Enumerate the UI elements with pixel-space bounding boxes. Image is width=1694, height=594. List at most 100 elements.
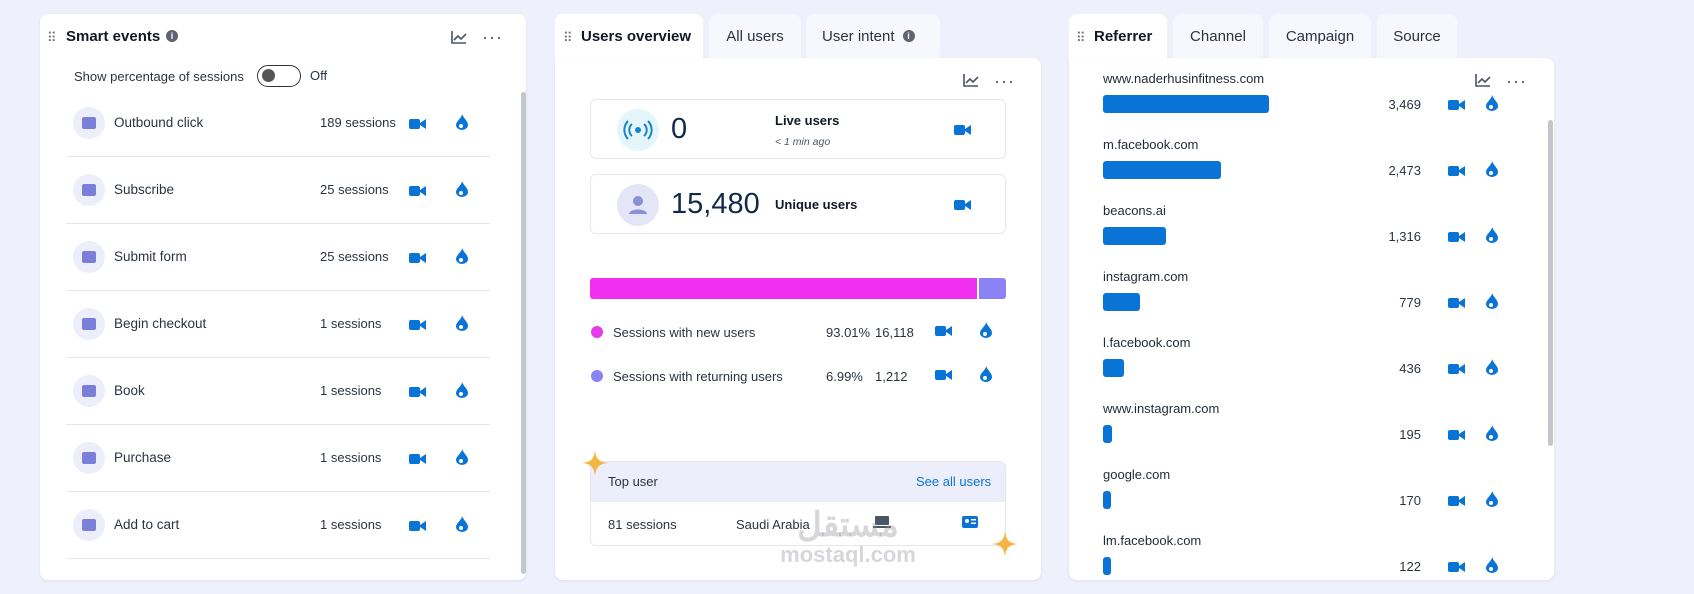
video-camera-icon[interactable] [1448,164,1465,176]
see-all-users-link[interactable]: See all users [916,474,992,489]
event-row[interactable]: Book 1 sessions [66,358,490,425]
video-camera-icon[interactable] [409,519,426,531]
percentage-toggle[interactable] [257,65,301,87]
more-options-icon[interactable]: ··· [994,71,1015,91]
heatmap-icon[interactable] [456,181,468,197]
video-camera-icon[interactable] [935,325,952,337]
event-icon [73,442,105,474]
referrer-bar [1103,95,1269,113]
event-count: 25 sessions [320,249,389,264]
event-row[interactable]: Subscribe 25 sessions [66,157,490,224]
laptop-icon [873,516,891,528]
tab-campaign[interactable]: Campaign [1269,14,1371,58]
video-camera-icon[interactable] [1448,560,1465,572]
event-row[interactable]: Purchase 1 sessions [66,425,490,492]
heatmap-icon[interactable] [456,114,468,130]
video-camera-icon[interactable] [1448,230,1465,242]
more-options-icon[interactable]: ··· [482,27,503,47]
referrer-value: 170 [1399,493,1421,508]
tab-referrer[interactable] [1069,14,1167,60]
referrer-name: www.instagram.com [1103,401,1220,416]
video-camera-icon[interactable] [409,318,426,330]
top-user-country: Saudi Arabia [736,517,810,532]
heatmap-icon[interactable] [1486,293,1498,309]
drag-handle-icon[interactable]: ⠿ [563,30,572,45]
heatmap-icon[interactable] [980,322,992,338]
video-camera-icon[interactable] [409,452,426,464]
heatmap-icon[interactable] [980,366,992,382]
heatmap-icon[interactable] [1486,557,1498,573]
scrollbar[interactable] [1548,120,1553,446]
video-camera-icon[interactable] [1448,428,1465,440]
chart-trend-icon[interactable] [963,73,979,87]
returning-users-dot [591,370,603,382]
tab-source[interactable]: Source [1377,14,1457,58]
event-count: 1 sessions [320,450,382,465]
video-camera-icon[interactable] [954,199,971,211]
event-icon [73,241,105,273]
referrer-name: www.naderhusinfitness.com [1103,71,1265,86]
drag-handle-icon[interactable]: ⠿ [1076,30,1085,45]
chart-trend-icon[interactable] [451,30,467,44]
heatmap-icon[interactable] [456,315,468,331]
video-camera-icon[interactable] [409,117,426,129]
video-camera-icon[interactable] [1448,98,1465,110]
referrer-value: 436 [1399,361,1421,376]
info-icon[interactable]: i [902,30,915,42]
referrer-value: 3,469 [1388,97,1421,112]
video-camera-icon[interactable] [935,369,952,381]
heatmap-icon[interactable] [456,449,468,465]
scrollbar[interactable] [521,92,526,574]
tab-all-users[interactable]: All users [709,14,801,58]
heatmap-icon[interactable] [1486,161,1498,177]
video-camera-icon[interactable] [409,385,426,397]
video-camera-icon[interactable] [1448,494,1465,506]
video-camera-icon[interactable] [409,251,426,263]
heatmap-icon[interactable] [456,516,468,532]
top-user-sessions: 81 sessions [608,517,677,532]
referrer-name: beacons.ai [1103,203,1166,218]
user-card-icon[interactable] [962,516,978,528]
event-row[interactable]: Submit form 25 sessions [66,224,490,291]
event-row[interactable]: Outbound click 189 sessions [66,90,490,157]
video-camera-icon[interactable] [1448,362,1465,374]
video-camera-icon[interactable] [954,124,971,136]
heatmap-icon[interactable] [1486,425,1498,441]
returning-users-count: 1,212 [875,369,908,384]
event-count: 1 sessions [320,316,382,331]
new-users-count: 16,118 [875,325,914,340]
heatmap-icon[interactable] [456,248,468,264]
referrer-bar [1103,227,1166,245]
video-camera-icon[interactable] [409,184,426,196]
referrer-bar [1103,425,1112,443]
live-users-box: 0 Live users < 1 min ago [590,99,1006,159]
drag-handle-icon[interactable]: ⠿ [47,30,56,45]
referrer-name: m.facebook.com [1103,137,1199,152]
referrer-bar [1103,161,1221,179]
sessions-split-bar [590,278,1006,299]
heatmap-icon[interactable] [1486,491,1498,507]
event-label: Begin checkout [114,316,207,331]
tab-channel[interactable]: Channel [1173,14,1263,58]
heatmap-icon[interactable] [456,382,468,398]
video-camera-icon[interactable] [1448,296,1465,308]
referrer-name: lm.facebook.com [1103,533,1202,548]
tab-user-intent[interactable]: User intent i [806,14,940,58]
user-avatar-icon [617,184,659,226]
tab-users-overview[interactable] [555,14,703,60]
referrer-value: 122 [1399,559,1421,574]
heatmap-icon[interactable] [1486,359,1498,375]
returning-users-pct: 6.99% [826,369,863,384]
info-icon[interactable]: i [166,30,178,42]
heatmap-icon[interactable] [1486,227,1498,243]
heatmap-icon[interactable] [1486,95,1498,111]
new-users-dot [591,326,603,338]
referrer-name: google.com [1103,467,1171,482]
tab-channel-label: Channel [1190,27,1246,45]
event-icon [73,308,105,340]
event-row[interactable]: Begin checkout 1 sessions [66,291,490,358]
chart-trend-icon[interactable] [1475,73,1491,87]
referrer-name: l.facebook.com [1103,335,1191,350]
more-options-icon[interactable]: ··· [1506,71,1527,91]
event-row[interactable]: Add to cart 1 sessions [66,492,490,559]
